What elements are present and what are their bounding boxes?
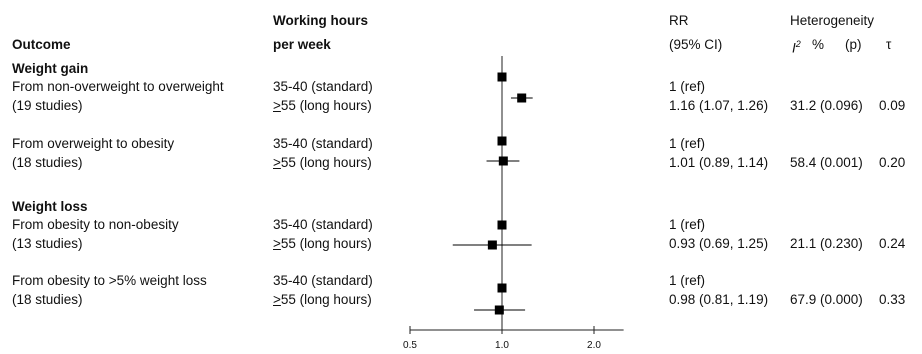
point-estimate-marker <box>498 156 508 166</box>
group-study-count: (19 studies) <box>12 98 83 113</box>
group-label: From overweight to obesity <box>12 136 175 151</box>
i2-p-value: 21.1 (0.230) <box>790 236 863 251</box>
ref-rr: 1 (ref) <box>669 79 706 94</box>
tau-header: τ <box>886 37 892 52</box>
ref-hours-label: 35-40 (standard) <box>273 79 373 94</box>
long-hours-symbol: > <box>273 98 281 113</box>
long-hours-text: 55 (long hours) <box>280 236 372 251</box>
i2-letter: I <box>792 40 796 56</box>
long-hours-label: >55 (long hours) <box>273 155 372 171</box>
x-tick-label: 1.0 <box>495 340 509 351</box>
rr-ci: 1.16 (1.07, 1.26) <box>669 98 769 113</box>
ref-rr: 1 (ref) <box>669 273 706 288</box>
ref-rr: 1 (ref) <box>669 217 706 232</box>
i2-p-value: 31.2 (0.096) <box>790 98 863 113</box>
i2-p-value: 67.9 (0.000) <box>790 292 863 307</box>
hours-header-line1: Working hours <box>273 13 369 28</box>
ref-hours-label: 35-40 (standard) <box>273 273 373 288</box>
long-hours-text: 55 (long hours) <box>280 155 372 170</box>
section-title-weight-loss: Weight loss <box>12 199 88 214</box>
rr-header-line2: (95% CI) <box>669 37 723 52</box>
group-label: From obesity to non-obesity <box>12 217 179 232</box>
x-tick-label: 0.5 <box>403 340 417 351</box>
group-study-count: (13 studies) <box>12 236 83 251</box>
long-hours-label: >55 (long hours) <box>273 98 372 114</box>
point-estimate-marker <box>487 240 497 250</box>
outcome-header: Outcome <box>12 37 71 52</box>
point-estimate-marker <box>497 72 507 82</box>
heterogeneity-header: Heterogeneity <box>790 13 875 28</box>
point-estimate-marker <box>497 220 507 230</box>
point-estimate-marker <box>517 93 527 103</box>
long-hours-label: >55 (long hours) <box>273 292 372 308</box>
group-label: From non-overweight to overweight <box>12 79 224 94</box>
long-hours-text: 55 (long hours) <box>280 98 372 113</box>
tau-value: 0.24 <box>879 236 906 251</box>
section-title-weight-gain: Weight gain <box>12 61 89 76</box>
long-hours-symbol: > <box>273 236 281 251</box>
group-study-count: (18 studies) <box>12 155 83 170</box>
rr-ci: 0.93 (0.69, 1.25) <box>669 236 769 251</box>
ref-hours-label: 35-40 (standard) <box>273 136 373 151</box>
long-hours-symbol: > <box>273 292 281 307</box>
long-hours-label: >55 (long hours) <box>273 236 372 252</box>
rr-ci: 0.98 (0.81, 1.19) <box>669 292 769 307</box>
group-study-count: (18 studies) <box>12 292 83 307</box>
rr-header-line1: RR <box>669 13 689 28</box>
p-header: (p) <box>845 37 862 52</box>
hours-header-line2: per week <box>273 37 331 52</box>
i2-superscript: 2 <box>795 39 801 49</box>
ref-rr: 1 (ref) <box>669 136 706 151</box>
point-estimate-marker <box>497 136 507 146</box>
rr-ci: 1.01 (0.89, 1.14) <box>669 155 769 170</box>
i2-percent-header: % <box>812 37 825 52</box>
i2-p-value: 58.4 (0.001) <box>790 155 863 170</box>
tau-value: 0.20 <box>879 155 906 170</box>
ref-hours-label: 35-40 (standard) <box>273 217 373 232</box>
long-hours-text: 55 (long hours) <box>280 292 372 307</box>
point-estimate-marker <box>494 305 504 315</box>
group-label: From obesity to >5% weight loss <box>12 273 207 288</box>
i2-header: I2 <box>792 36 801 57</box>
long-hours-symbol: > <box>273 155 281 170</box>
x-tick-label: 2.0 <box>587 340 601 351</box>
point-estimate-marker <box>497 283 507 293</box>
tau-value: 0.33 <box>879 292 906 307</box>
tau-value: 0.09 <box>879 98 906 113</box>
